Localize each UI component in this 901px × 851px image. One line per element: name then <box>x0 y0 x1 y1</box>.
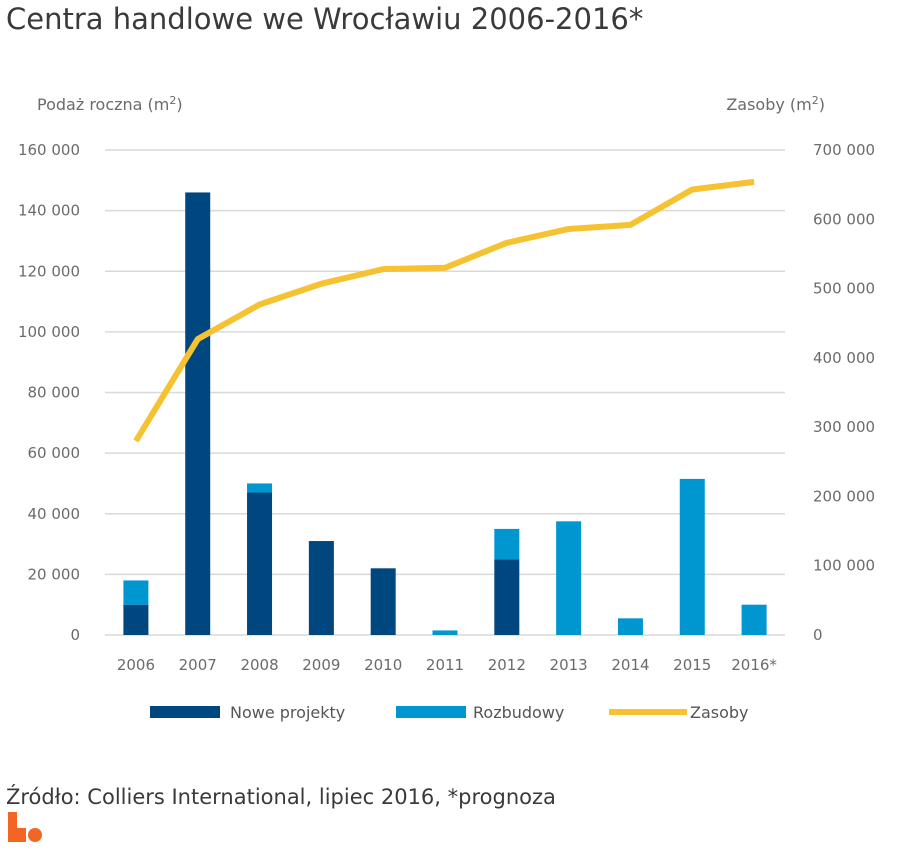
y-tick-label: 60 000 <box>28 444 81 462</box>
bar-rozbudowy-2012 <box>494 528 520 560</box>
chart-title: Centra handlowe we Wrocławiu 2006-2016* <box>6 2 644 36</box>
bar-nowe-projekty-2010 <box>370 568 396 635</box>
y-tick-label: 120 000 <box>18 262 80 280</box>
y2-tick-label: 0 <box>813 626 823 644</box>
bars <box>123 192 767 635</box>
x-tick-label: 2013 <box>550 656 588 674</box>
bar-rozbudowy-2006 <box>123 580 149 605</box>
legend-swatch-nowe-projekty <box>150 706 220 718</box>
bar-rozbudowy-2015 <box>679 478 705 635</box>
y-tick-label: 140 000 <box>18 202 80 220</box>
y-tick-label: 40 000 <box>28 505 81 523</box>
y2-tick-label: 200 000 <box>813 487 875 505</box>
chart: 0 20 000 40 000 60 000 80 000 100 000 120 000 1… <box>18 94 875 722</box>
y2-tick-label: 300 000 <box>813 418 875 436</box>
logo-base-shape <box>8 828 26 842</box>
x-tick-label: 2016* <box>731 656 777 674</box>
logo-bar-shape <box>8 812 17 828</box>
zasoby-line <box>133 178 755 443</box>
bar-rozbudowy-2011 <box>432 630 458 635</box>
x-tick-label: 2014 <box>611 656 649 674</box>
y-tick-label: 0 <box>70 626 80 644</box>
bar-rozbudowy-2013 <box>556 521 582 635</box>
y2-tick-label: 100 000 <box>813 557 875 575</box>
logo-dot-shape <box>28 828 42 842</box>
legend-label-nowe-projekty: Nowe projekty <box>230 703 345 722</box>
grid <box>105 149 785 636</box>
y-tick-label: 80 000 <box>28 384 81 402</box>
y-axis-title: Podaż roczna (m2) <box>37 94 183 114</box>
x-tick-label: 2009 <box>302 656 340 674</box>
x-tick-label: 2010 <box>364 656 402 674</box>
x-tick-label: 2012 <box>488 656 526 674</box>
legend-swatch-rozbudowy <box>396 706 466 718</box>
bar-nowe-projekty-2008 <box>247 492 273 635</box>
bar-rozbudowy-2014 <box>617 618 643 635</box>
y2-axis-title: Zasoby (m2) <box>726 94 825 114</box>
y2-tick-label: 400 000 <box>813 349 875 367</box>
bar-nowe-projekty-2006 <box>123 604 149 635</box>
legend: Nowe projekty Rozbudowy Zasoby <box>150 703 749 722</box>
bar-rozbudowy-2016 <box>741 604 767 635</box>
x-tick-label: 2007 <box>179 656 217 674</box>
y2-tick-label: 600 000 <box>813 210 875 228</box>
bar-rozbudowy-2008 <box>247 483 273 493</box>
y-tick-label: 20 000 <box>28 565 81 583</box>
bar-nowe-projekty-2007 <box>185 192 211 635</box>
y2-tick-label: 500 000 <box>813 280 875 298</box>
colliers-logo-icon <box>8 812 42 842</box>
source-note: Źródło: Colliers International, lipiec 2… <box>6 785 556 809</box>
y-tick-label: 160 000 <box>18 141 80 159</box>
bar-nowe-projekty-2012 <box>494 559 520 635</box>
axes: 0 20 000 40 000 60 000 80 000 100 000 120 000 1… <box>18 94 875 674</box>
x-tick-label: 2006 <box>117 656 155 674</box>
legend-label-zasoby: Zasoby <box>690 703 749 722</box>
y2-tick-label: 700 000 <box>813 141 875 159</box>
legend-label-rozbudowy: Rozbudowy <box>473 703 564 722</box>
line-zasoby <box>133 178 755 443</box>
x-tick-label: 2015 <box>673 656 711 674</box>
x-tick-label: 2011 <box>426 656 464 674</box>
y-tick-label: 100 000 <box>18 323 80 341</box>
bar-nowe-projekty-2009 <box>308 541 334 635</box>
x-tick-label: 2008 <box>240 656 278 674</box>
